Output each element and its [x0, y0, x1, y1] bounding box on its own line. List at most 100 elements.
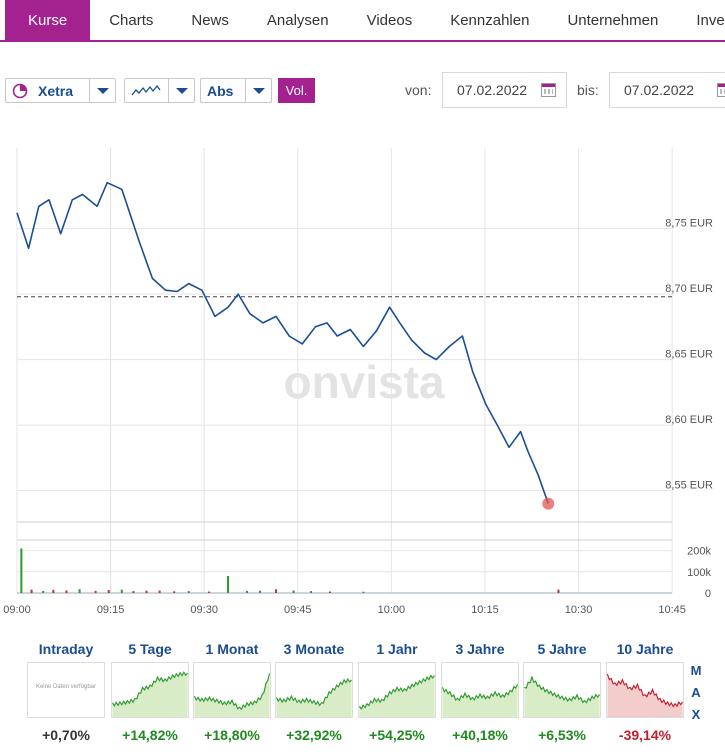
- period-max-button[interactable]: M A X: [689, 660, 703, 726]
- x-tick-label: 09:15: [97, 604, 125, 616]
- no-data-text: Keine Daten verfügbar: [35, 684, 97, 690]
- exchange-select[interactable]: Xetra: [5, 78, 116, 103]
- x-tick-label: 10:00: [378, 604, 406, 616]
- tab-unternehmen[interactable]: Unternehmen: [567, 11, 659, 29]
- x-tick-label: 09:00: [3, 604, 31, 616]
- exchange-dropdown-button[interactable]: [89, 79, 115, 102]
- volume-bar: [65, 590, 68, 593]
- period-5-tage[interactable]: 5 Tage +14,82%: [111, 640, 189, 748]
- tab-news[interactable]: News: [191, 11, 229, 29]
- volume-bar: [30, 589, 33, 593]
- volume-tick-label: 0: [705, 588, 711, 600]
- period-label: 1 Jahr: [376, 641, 418, 657]
- volume-bar: [173, 591, 176, 593]
- y-tick-label: 8,75 EUR: [665, 218, 713, 230]
- period-label: 3 Jahre: [455, 641, 505, 657]
- from-date-value: 07.02.2022: [457, 82, 528, 98]
- period-change: +18,80%: [204, 727, 260, 743]
- period-sparkline: [111, 662, 189, 718]
- y-tick-label: 8,55 EUR: [665, 480, 713, 492]
- time-axis: 09:00 09:15 09:30 09:45 10:00 10:15 10:30 10:45: [3, 604, 686, 616]
- volume-bar: [94, 590, 97, 593]
- period-5-jahre[interactable]: 5 Jahre +6,53%: [523, 640, 601, 748]
- x-tick-label: 09:30: [190, 604, 218, 616]
- chart-toolbar: Xetra Abs Vol. von: 07.02.2022 bis: 07.0…: [5, 72, 725, 108]
- volume-bar: [259, 590, 262, 593]
- price-series-line: [16, 181, 550, 504]
- chart-type-dropdown-button[interactable]: [168, 79, 194, 102]
- exchange-icon: [12, 83, 28, 98]
- max-letter: M: [690, 663, 702, 678]
- period-1-monat[interactable]: 1 Monat +18,80%: [193, 640, 271, 748]
- from-date-input[interactable]: 07.02.2022: [442, 72, 567, 108]
- sparkline-area: [194, 673, 270, 717]
- period-change: +54,25%: [369, 727, 425, 743]
- chevron-down-icon: [96, 87, 109, 94]
- exchange-value: Xetra: [38, 82, 74, 99]
- volume-bars: [20, 548, 560, 593]
- to-date-input[interactable]: 07.02.2022: [609, 72, 725, 108]
- chevron-down-icon: [175, 87, 188, 94]
- tab-kennzahlen[interactable]: Kennzahlen: [450, 11, 530, 29]
- period-change: +6,53%: [538, 727, 586, 743]
- period-sparkline: [523, 662, 601, 718]
- period-10-jahre[interactable]: 10 Jahre -39,14%: [606, 640, 684, 748]
- period-3-monate[interactable]: 3 Monate +32,92%: [275, 640, 353, 748]
- x-tick-label: 09:45: [284, 604, 312, 616]
- tab-charts[interactable]: Charts: [109, 11, 154, 29]
- tab-kurse[interactable]: Kurse: [5, 0, 91, 40]
- volume-bar: [310, 591, 313, 593]
- tab-bar: Kurse Charts News Analysen Videos Kennza…: [0, 0, 725, 42]
- price-axis: 8,55 EUR 8,60 EUR 8,65 EUR 8,70 EUR 8,75 EUR: [665, 218, 713, 492]
- period-change: +32,92%: [286, 727, 342, 743]
- period-change: +40,18%: [452, 727, 508, 743]
- volume-bar: [20, 548, 23, 593]
- volume-bar: [187, 591, 190, 593]
- display-mode-value: Abs: [207, 82, 234, 99]
- period-intraday[interactable]: Intraday Keine Daten verfügbar +0,70%: [27, 640, 105, 748]
- sparkline-line: [194, 673, 270, 711]
- volume-bar: [208, 591, 211, 593]
- calendar-icon[interactable]: [717, 83, 725, 97]
- volume-bar: [275, 589, 278, 593]
- period-3-jahre[interactable]: 3 Jahre +40,18%: [441, 640, 519, 748]
- max-letter: A: [691, 685, 701, 700]
- period-sparkline: [275, 662, 353, 718]
- display-mode-select[interactable]: Abs: [200, 78, 272, 103]
- period-1-jahr[interactable]: 1 Jahr +54,25%: [358, 640, 436, 748]
- sparkline-line: [112, 671, 188, 707]
- to-label: bis:: [577, 82, 599, 98]
- sparkline-area: [112, 672, 188, 717]
- period-change: -39,14%: [618, 727, 672, 743]
- display-mode-dropdown-button[interactable]: [245, 79, 271, 102]
- chart-type-select[interactable]: [124, 78, 195, 103]
- volume-tick-label: 100k: [687, 567, 711, 579]
- sparkline-line: [359, 674, 435, 711]
- sparkline-line: [442, 684, 518, 702]
- tab-videos[interactable]: Videos: [366, 11, 413, 29]
- max-letter: X: [691, 707, 701, 722]
- last-price-marker[interactable]: [542, 497, 555, 510]
- volume-bar: [362, 591, 365, 593]
- volume-bar: [245, 590, 248, 593]
- volume-bar: [42, 590, 45, 593]
- line-chart-icon: [131, 84, 161, 95]
- calendar-icon[interactable]: [541, 83, 556, 97]
- chart-grid: [16, 148, 673, 594]
- volume-axis: 0 100k 200k: [687, 546, 711, 600]
- volume-bar: [158, 590, 161, 593]
- volume-bar: [145, 590, 148, 593]
- period-sparkline: [193, 662, 271, 718]
- period-sparkline: [441, 662, 519, 718]
- from-label: von:: [405, 82, 432, 98]
- period-label: 1 Monat: [205, 641, 259, 657]
- tab-analysen[interactable]: Analysen: [266, 11, 329, 29]
- volume-bar: [52, 589, 55, 593]
- period-label: 5 Tage: [128, 641, 172, 657]
- tab-invest[interactable]: Invest: [696, 11, 725, 29]
- volume-toggle-button[interactable]: Vol.: [278, 78, 315, 103]
- intraday-price-chart[interactable]: onvista 8,55 EUR 8,60 EUR 8,65 EUR 8,70 EUR…: [0, 0, 725, 640]
- period-sparkline: [606, 662, 684, 718]
- volume-bar: [107, 590, 110, 593]
- y-tick-label: 8,60 EUR: [665, 414, 713, 426]
